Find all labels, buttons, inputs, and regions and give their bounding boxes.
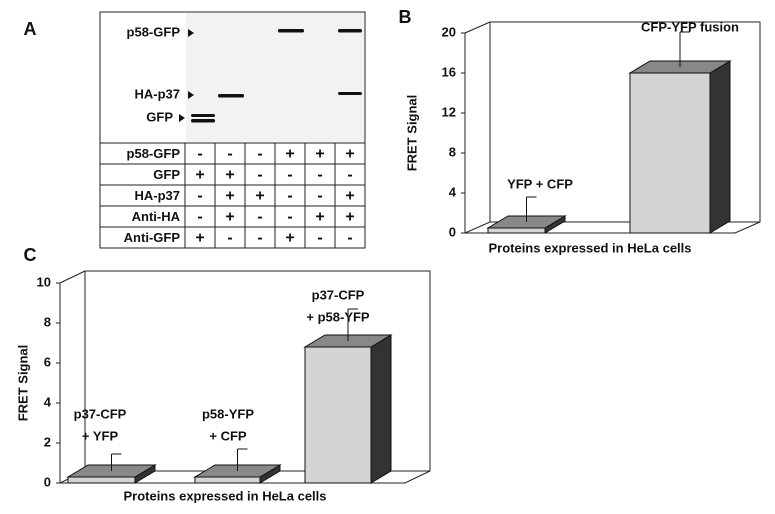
cell: - (197, 209, 202, 226)
y-tick-label: 2 (44, 434, 51, 449)
cell: + (285, 146, 294, 163)
cell: + (345, 146, 354, 163)
blot-membrane (186, 13, 364, 142)
band (338, 92, 362, 95)
cell: - (227, 146, 232, 163)
cell: + (315, 146, 324, 163)
bar-label: YFP + CFP (507, 176, 573, 191)
marker-label: HA-p37 (134, 86, 180, 101)
y-tick-label: 16 (442, 64, 456, 79)
x-axis-label: Proteins expressed in HeLa cells (488, 240, 691, 255)
bar-front (487, 227, 546, 234)
bar-side (370, 334, 392, 484)
y-axis-label: FRET Signal (404, 95, 419, 172)
band (191, 119, 215, 123)
y-tick-label: 4 (449, 184, 457, 199)
cell: + (225, 167, 234, 184)
cell: + (285, 230, 294, 247)
arrowhead (179, 114, 185, 122)
band (338, 29, 362, 33)
cell: + (225, 209, 234, 226)
bar-label: + p58-YFP (306, 309, 370, 324)
cell: - (257, 209, 262, 226)
y-tick-label: 8 (449, 144, 456, 159)
cell: - (287, 188, 292, 205)
cell: + (345, 188, 354, 205)
row-label: Anti-GFP (124, 230, 181, 245)
cell: - (287, 209, 292, 226)
error-bar (526, 196, 537, 222)
band (218, 94, 244, 98)
y-tick-label: 8 (44, 314, 51, 329)
bar-front (304, 346, 372, 484)
cell: - (197, 188, 202, 205)
top-edge (59, 270, 86, 284)
bar-front (67, 476, 136, 484)
x-axis-label: Proteins expressed in HeLa cells (123, 488, 326, 503)
cell: - (257, 230, 262, 247)
cell: - (317, 167, 322, 184)
cell: - (317, 188, 322, 205)
bar-front (194, 476, 261, 484)
cell: - (257, 146, 262, 163)
y-tick-label: 0 (44, 474, 51, 489)
panel-label: A (24, 19, 37, 39)
panel-label: B (399, 7, 412, 27)
row-label: GFP (153, 167, 180, 182)
arrowhead (188, 91, 194, 99)
panel-label: C (24, 245, 37, 265)
band (278, 29, 304, 33)
bar-front (629, 72, 711, 234)
cell: - (347, 230, 352, 247)
arrowhead (188, 29, 194, 37)
bar-label: + YFP (82, 428, 119, 443)
cell: + (195, 230, 204, 247)
cell: - (257, 167, 262, 184)
cell: + (315, 209, 324, 226)
cell: - (317, 230, 322, 247)
cell: - (347, 167, 352, 184)
cell: + (255, 188, 264, 205)
y-tick-label: 0 (449, 224, 456, 239)
error-bar (111, 453, 122, 471)
y-tick-label: 6 (44, 354, 51, 369)
cell: - (287, 167, 292, 184)
bar-side (709, 60, 731, 234)
y-axis-label: FRET Signal (15, 345, 30, 422)
bar-label: p58-YFP (202, 406, 254, 421)
error-bar (237, 448, 248, 471)
back-wall (489, 21, 761, 223)
cell: + (345, 209, 354, 226)
bar-label: p37-CFP (312, 287, 365, 302)
band (191, 114, 215, 117)
cell: + (195, 167, 204, 184)
y-tick-label: 4 (44, 394, 52, 409)
cell: - (227, 230, 232, 247)
y-tick-label: 12 (442, 104, 456, 119)
top-edge (464, 21, 491, 34)
y-tick-label: 10 (37, 274, 51, 289)
marker-label: p58-GFP (127, 24, 181, 39)
cell: - (197, 146, 202, 163)
error-bar (679, 31, 690, 67)
error-bar (347, 308, 358, 341)
row-label: Anti-HA (132, 209, 181, 224)
y-tick-label: 20 (442, 24, 456, 39)
cell: + (225, 188, 234, 205)
bar-label: CFP-YFP fusion (641, 19, 739, 34)
row-label: p58-GFP (127, 146, 181, 161)
marker-label: GFP (146, 109, 173, 124)
bar-label: p37-CFP (74, 406, 127, 421)
row-label: HA-p37 (134, 188, 180, 203)
bar-label: + CFP (209, 428, 247, 443)
